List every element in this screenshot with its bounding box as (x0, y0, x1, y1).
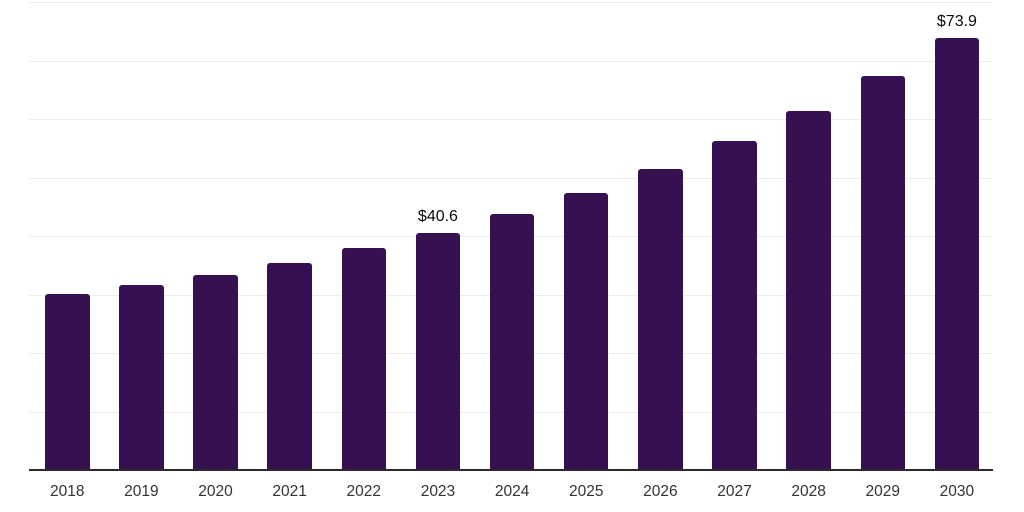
value-label-2023: $40.6 (417, 207, 458, 225)
bar-2019 (119, 284, 164, 470)
x-tick-label-2030: 2030 (939, 483, 975, 500)
gridline-y-60 (29, 119, 993, 120)
bar-2026 (638, 169, 683, 470)
x-tick-label-2019: 2019 (124, 483, 159, 500)
bar-2029 (860, 75, 906, 470)
gridline-y-80 (29, 2, 993, 3)
bar-2022 (341, 247, 387, 470)
bar-2027 (712, 141, 757, 470)
bar-2020 (193, 274, 238, 470)
bar-2025 (563, 192, 609, 470)
x-tick-label-2025: 2025 (568, 483, 604, 500)
x-tick-label-2022: 2022 (346, 483, 382, 500)
bar-2021 (267, 262, 312, 470)
x-tick-label-2029: 2029 (865, 483, 901, 500)
bar-2024 (489, 214, 535, 470)
plot-area: $40.6 $73.9 (29, 0, 993, 470)
x-tick-label-2027: 2027 (717, 483, 752, 500)
bar-2023 (415, 232, 461, 470)
x-tick-label-2026: 2026 (643, 483, 678, 500)
x-tick-label-2024: 2024 (494, 483, 530, 500)
x-tick-label-2028: 2028 (791, 483, 826, 500)
x-tick-label-2021: 2021 (272, 483, 307, 500)
gridline-y-50 (29, 177, 993, 179)
x-tick-label-2020: 2020 (198, 483, 233, 500)
bar-2028 (786, 111, 831, 470)
x-tick-label-2023: 2023 (420, 483, 456, 500)
bar-2030 (934, 37, 980, 470)
gridline-y-70 (29, 60, 993, 62)
x-axis-line (29, 469, 993, 471)
bar-2018 (45, 293, 90, 470)
x-tick-label-2018: 2018 (50, 483, 85, 500)
value-label-2030: $73.9 (936, 12, 977, 30)
